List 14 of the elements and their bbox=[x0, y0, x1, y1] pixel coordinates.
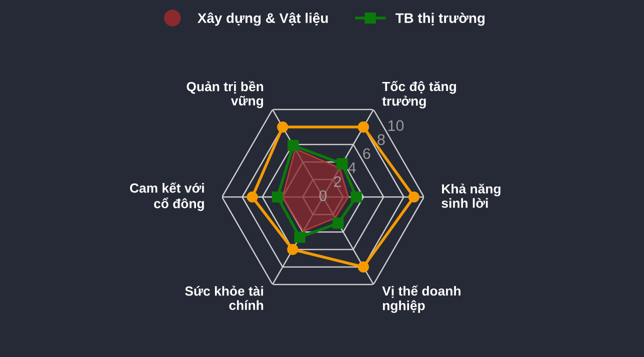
spoke-label: Khả năng sinh lời bbox=[442, 184, 500, 208]
spoke-label: Tốc độ tăng trưởng bbox=[382, 80, 456, 108]
y-tick-label: 4 bbox=[348, 162, 356, 173]
y-tick-label: 2 bbox=[334, 176, 342, 187]
spoke-label: Vị thế doanh nghiệp bbox=[382, 285, 460, 313]
spoke-label: Sức khỏe tài chính bbox=[185, 286, 264, 310]
spoke-label: Cam kết với cổ đông bbox=[130, 182, 204, 211]
spoke-label: Quản trị bền vững bbox=[186, 81, 264, 108]
legend-label: TB thị trường bbox=[395, 12, 485, 26]
y-tick-label: 10 bbox=[388, 120, 404, 131]
y-tick-label: 0 bbox=[319, 190, 327, 202]
y-tick-label: 6 bbox=[363, 148, 370, 160]
legend-label: Xây dựng & Vật liệu bbox=[198, 12, 328, 26]
y-tick-label: 8 bbox=[378, 134, 385, 146]
